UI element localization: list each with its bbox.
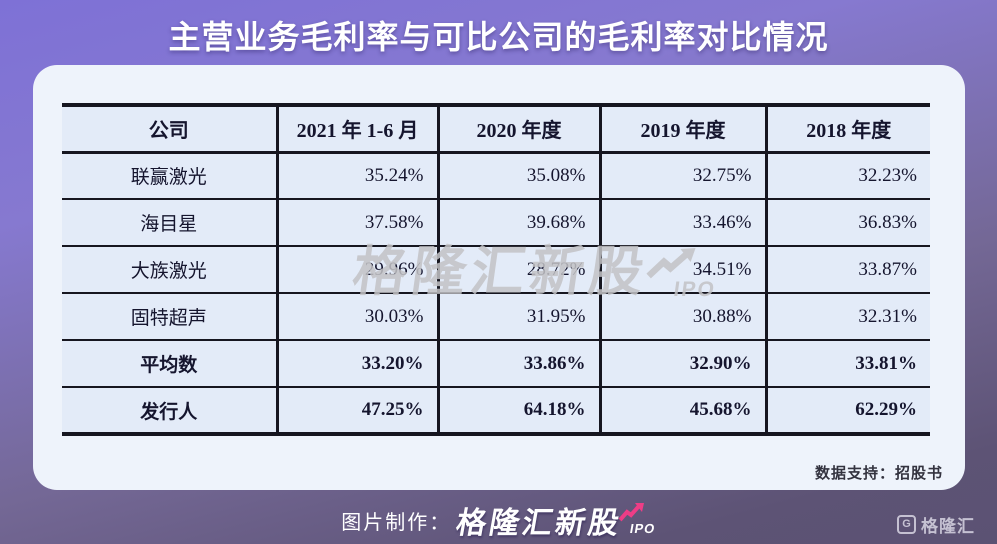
margin-value: 64.18%: [436, 387, 600, 434]
margin-value: 33.86%: [436, 340, 600, 388]
column-header-2019: 2019 年度: [598, 105, 766, 154]
column-header-2018: 2018 年度: [764, 105, 930, 154]
g-logo-icon: G: [897, 515, 916, 534]
company-name: 海目星: [62, 199, 277, 247]
margin-value: 39.68%: [436, 199, 600, 247]
column-header-company: 公司: [62, 105, 277, 154]
margin-value: 28.72%: [436, 246, 600, 294]
margin-value: 35.08%: [436, 152, 600, 200]
company-name: 发行人: [140, 401, 198, 423]
gelonghui-logo: G 格隆汇: [897, 512, 975, 537]
table-row: 海目星 37.58% 39.68% 33.46% 36.83%: [62, 199, 930, 247]
table-row-issuer: 发行人 47.25% 64.18% 45.68% 62.29%: [62, 387, 930, 434]
column-header-2020: 2020 年度: [436, 105, 600, 154]
brand-wordmark: 格隆汇新股: [453, 507, 625, 540]
margin-value: 32.90%: [598, 340, 766, 388]
margin-value: 36.83%: [764, 199, 930, 247]
page-title: 主营业务毛利率与可比公司的毛利率对比情况: [168, 19, 829, 55]
margin-value: 33.46%: [598, 199, 766, 247]
table-row: 联赢激光 35.24% 35.08% 32.75% 32.23%: [62, 152, 930, 200]
content-card: 公司 2021 年 1-6 月 2020 年度 2019 年度 2018 年度 …: [33, 65, 965, 490]
margin-value: 32.31%: [764, 293, 930, 341]
logo-text: 格隆汇: [921, 517, 975, 536]
company-name: 固特超声: [62, 293, 277, 341]
credit-label: 图片制作：: [341, 511, 452, 534]
table-row: 固特超声 30.03% 31.95% 30.88% 32.31%: [62, 293, 930, 341]
margin-value: 30.03%: [275, 293, 438, 341]
footer-credit: 图片制作： 格隆汇新股 IPO: [0, 498, 997, 542]
margin-value: 62.29%: [764, 387, 930, 434]
margin-value: 33.81%: [764, 340, 930, 388]
margin-value: 30.88%: [598, 293, 766, 341]
table-row: 大族激光 29.96% 28.72% 34.51% 33.87%: [62, 246, 930, 294]
brand-suffix: IPO: [628, 520, 658, 536]
trend-arrow-icon: [618, 503, 645, 522]
company-name: 平均数: [62, 340, 277, 388]
margin-value: 35.24%: [275, 152, 438, 200]
data-source-note: 数据支持：招股书: [814, 465, 943, 482]
margin-value: 31.95%: [436, 293, 600, 341]
column-header-2021h1: 2021 年 1-6 月: [275, 105, 438, 154]
margin-value: 45.68%: [598, 387, 766, 434]
margin-value: 33.87%: [764, 246, 930, 294]
margin-value: 32.75%: [598, 152, 766, 200]
margin-value: 47.25%: [275, 387, 438, 434]
margin-value: 32.23%: [764, 152, 930, 200]
margin-value: 37.58%: [275, 199, 438, 247]
company-name: 大族激光: [62, 246, 277, 294]
table-row-average: 平均数 33.20% 33.86% 32.90% 33.81%: [62, 340, 930, 388]
table-header-row: 公司 2021 年 1-6 月 2020 年度 2019 年度 2018 年度: [62, 105, 930, 154]
company-name: 联赢激光: [62, 152, 277, 200]
gross-margin-comparison-table: 公司 2021 年 1-6 月 2020 年度 2019 年度 2018 年度 …: [62, 103, 930, 436]
margin-value: 33.20%: [275, 340, 438, 388]
margin-value: 29.96%: [275, 246, 438, 294]
margin-value: 34.51%: [598, 246, 766, 294]
